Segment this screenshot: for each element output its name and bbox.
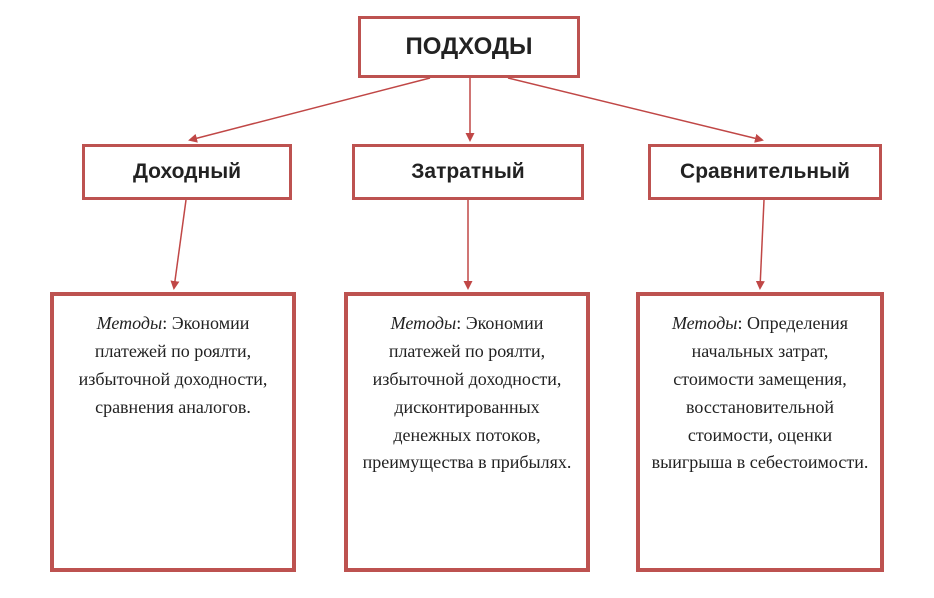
methods-text: Методы: Экономии платежей по роялти, изб… — [358, 310, 576, 477]
methods-body: : Экономии платежей по роялти, избыточно… — [363, 313, 572, 472]
methods-text: Методы: Определения начальных затрат, ст… — [650, 310, 870, 477]
methods-body: : Определения начальных затрат, стоимост… — [652, 313, 869, 472]
approach-label: Затратный — [411, 160, 524, 184]
approach-label: Доходный — [133, 160, 241, 184]
root-node: ПОДХОДЫ — [358, 16, 580, 78]
methods-node: Методы: Экономии платежей по роялти, изб… — [344, 292, 590, 572]
approach-node: Сравнительный — [648, 144, 882, 200]
methods-label: Методы — [672, 313, 738, 333]
approach-label: Сравнительный — [680, 160, 850, 184]
methods-text: Методы: Экономии платежей по роялти, изб… — [64, 310, 282, 422]
methods-label: Методы — [97, 313, 163, 333]
methods-node: Методы: Определения начальных затрат, ст… — [636, 292, 884, 572]
edge-arrow — [190, 78, 430, 140]
diagram-canvas: ПОДХОДЫ Доходный Затратный Сравнительный М… — [0, 0, 934, 598]
edge-arrow — [760, 200, 764, 288]
approach-node: Доходный — [82, 144, 292, 200]
edge-arrow — [508, 78, 762, 140]
methods-node: Методы: Экономии платежей по роялти, изб… — [50, 292, 296, 572]
root-label: ПОДХОДЫ — [405, 33, 532, 61]
methods-label: Методы — [391, 313, 457, 333]
edge-arrow — [174, 200, 186, 288]
approach-node: Затратный — [352, 144, 584, 200]
